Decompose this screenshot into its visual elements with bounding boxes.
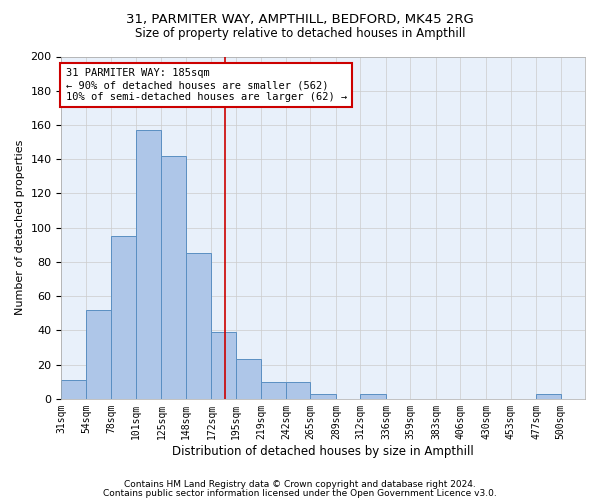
Bar [236, 360, 262, 399]
Bar [112, 236, 136, 399]
X-axis label: Distribution of detached houses by size in Ampthill: Distribution of detached houses by size … [172, 444, 474, 458]
Text: 31, PARMITER WAY, AMPTHILL, BEDFORD, MK45 2RG: 31, PARMITER WAY, AMPTHILL, BEDFORD, MK4… [126, 12, 474, 26]
Bar [136, 130, 161, 399]
Bar [61, 380, 86, 399]
Bar [86, 310, 112, 399]
Bar [186, 254, 211, 399]
Text: Size of property relative to detached houses in Ampthill: Size of property relative to detached ho… [135, 28, 465, 40]
Bar [310, 394, 336, 399]
Bar [361, 394, 386, 399]
Bar [262, 382, 286, 399]
Text: 31 PARMITER WAY: 185sqm
← 90% of detached houses are smaller (562)
10% of semi-d: 31 PARMITER WAY: 185sqm ← 90% of detache… [65, 68, 347, 102]
Bar [211, 332, 236, 399]
Bar [536, 394, 560, 399]
Y-axis label: Number of detached properties: Number of detached properties [15, 140, 25, 316]
Text: Contains HM Land Registry data © Crown copyright and database right 2024.: Contains HM Land Registry data © Crown c… [124, 480, 476, 489]
Bar [286, 382, 310, 399]
Bar [161, 156, 186, 399]
Text: Contains public sector information licensed under the Open Government Licence v3: Contains public sector information licen… [103, 488, 497, 498]
